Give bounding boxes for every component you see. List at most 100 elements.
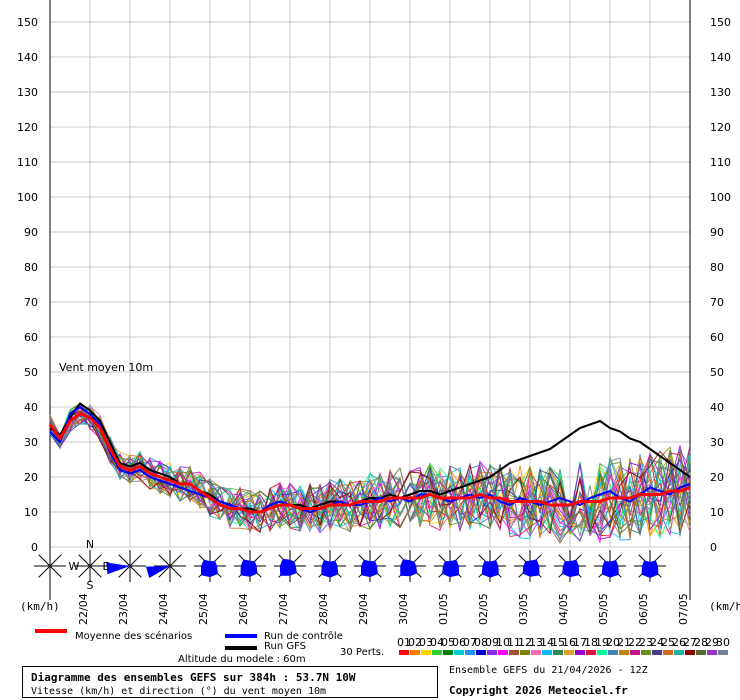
perturbation-swatch — [454, 650, 464, 655]
wind-rose-blob — [442, 559, 460, 578]
date-label: 24/04 — [157, 593, 170, 625]
perturbation-number: 24 — [650, 636, 664, 649]
compass-letter: W — [69, 560, 80, 573]
wind-rose-blob — [360, 559, 378, 578]
y-tick-left: 0 — [31, 541, 38, 554]
perturbation-number: 30 — [716, 636, 730, 649]
y-tick-right: 0 — [710, 541, 717, 554]
perturbation-number: 02 — [408, 636, 422, 649]
main-series — [48, 402, 691, 514]
perturbation-swatch — [674, 650, 684, 655]
wind-rose-blob — [321, 560, 339, 578]
y-tick-right: 150 — [710, 16, 731, 29]
y-tick-right: 120 — [710, 121, 731, 134]
wind-rose-spoke — [129, 565, 142, 578]
compass-letter: E — [103, 560, 110, 573]
perturbation-number: 27 — [683, 636, 697, 649]
y-tick-right: 70 — [710, 296, 724, 309]
perturbation-swatch — [619, 650, 629, 655]
perturbation-line — [49, 410, 691, 535]
y-tick-left: 110 — [17, 156, 38, 169]
date-label: 25/04 — [197, 593, 210, 625]
y-tick-right: 20 — [710, 471, 724, 484]
date-label: 22/04 — [77, 593, 90, 625]
legend-control-label: Run de contrôle — [264, 631, 343, 642]
wind-rose-spoke — [129, 554, 142, 567]
perturbation-swatch — [696, 650, 706, 655]
wind-rose — [106, 550, 146, 582]
y-tick-right: 10 — [710, 506, 724, 519]
perturbation-number: 05 — [441, 636, 455, 649]
perturbation-number: 15 — [551, 636, 565, 649]
date-label: 05/05 — [597, 593, 610, 625]
wind-rose — [514, 550, 546, 582]
wind-rose-blob — [200, 559, 218, 578]
wind-rose-spoke — [89, 554, 102, 567]
perturbation-number: 17 — [573, 636, 587, 649]
perturbation-lines — [49, 401, 691, 544]
date-label: 06/05 — [637, 593, 650, 625]
y-tick-left: 10 — [24, 506, 38, 519]
perturbation-number: 23 — [639, 636, 653, 649]
perturbation-swatch — [663, 650, 673, 655]
perturbation-number: 16 — [562, 636, 576, 649]
wind-rose-spoke — [169, 565, 182, 578]
perturbation-swatch — [531, 650, 541, 655]
altitude-label: Altitude du modele : 60m — [178, 654, 306, 665]
wind-rose — [554, 550, 586, 582]
date-label: 02/05 — [477, 593, 490, 625]
y-tick-left: 150 — [17, 16, 38, 29]
y-tick-right: 40 — [710, 401, 724, 414]
legend-control-line — [225, 634, 257, 638]
perturbation-number: 21 — [617, 636, 631, 649]
wind-rose-spoke — [49, 565, 62, 578]
y-tick-left: 50 — [24, 366, 38, 379]
perturbation-number: 19 — [595, 636, 609, 649]
wind-rose-blob — [601, 560, 619, 578]
date-label: 03/05 — [517, 593, 530, 625]
y-tick-right: 60 — [710, 331, 724, 344]
wind-rose-spoke — [49, 554, 62, 567]
wind-rose-spoke — [78, 554, 91, 567]
wind-rose-blob — [481, 560, 499, 578]
y-tick-right: 50 — [710, 366, 724, 379]
y-tick-left: 60 — [24, 331, 38, 344]
perturbation-number: 14 — [540, 636, 554, 649]
perturbation-line — [49, 401, 691, 537]
chart-subtitle: Vitesse (km/h) et direction (°) du vent … — [31, 686, 327, 697]
wind-rose — [146, 550, 186, 582]
legend-gfs-label: Run GFS — [264, 641, 307, 652]
perturbation-line — [49, 406, 691, 537]
perturbation-number: 11 — [507, 636, 521, 649]
unit-left-label: (km/h) — [20, 600, 60, 613]
perturbation-swatch — [421, 650, 431, 655]
mean-series-line — [48, 412, 691, 514]
date-label: 28/04 — [317, 593, 330, 625]
y-tick-right: 90 — [710, 226, 724, 239]
wind-rose-spoke — [158, 565, 171, 578]
y-tick-left: 20 — [24, 471, 38, 484]
perturbation-number: 26 — [672, 636, 686, 649]
perturbation-swatch — [652, 650, 662, 655]
legend-perts-label: 30 Perts. — [340, 647, 385, 658]
date-label: 07/05 — [677, 593, 690, 625]
wind-rose-wedge — [146, 566, 170, 578]
date-label: 23/04 — [117, 593, 130, 625]
perturbation-swatch — [707, 650, 717, 655]
perturbation-number: 09 — [485, 636, 499, 649]
date-label: 04/05 — [557, 593, 570, 625]
y-tick-left: 80 — [24, 261, 38, 274]
perturbation-number: 22 — [628, 636, 642, 649]
unit-right-label: (km/h) — [709, 600, 740, 613]
wind-rose-spoke — [89, 565, 102, 578]
wind-rose-blob — [240, 559, 258, 577]
date-label: 26/04 — [237, 593, 250, 625]
wind-rose-spoke — [158, 554, 171, 567]
wind-rose-spoke — [78, 565, 91, 578]
perturbation-number: 29 — [705, 636, 719, 649]
perturbation-swatch — [465, 650, 475, 655]
y-tick-right: 110 — [710, 156, 731, 169]
perturbation-number: 13 — [529, 636, 543, 649]
y-tick-left: 40 — [24, 401, 38, 414]
wind-rose-spoke — [38, 554, 51, 567]
